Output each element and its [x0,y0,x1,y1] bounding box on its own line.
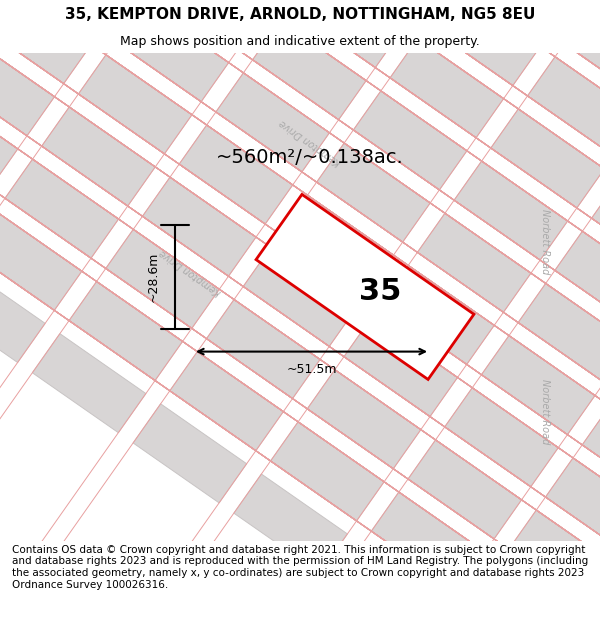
Polygon shape [32,334,146,432]
Polygon shape [481,336,595,434]
Polygon shape [152,0,265,49]
Polygon shape [133,404,247,503]
Polygon shape [170,352,283,451]
Polygon shape [106,229,220,328]
Polygon shape [234,474,347,573]
Polygon shape [206,299,320,399]
Text: Kempton Drive: Kempton Drive [157,247,223,297]
Polygon shape [353,91,467,190]
Polygon shape [518,283,600,382]
Polygon shape [344,318,458,417]
Polygon shape [317,143,430,242]
Polygon shape [115,2,229,102]
Text: Contains OS data © Crown copyright and database right 2021. This information is : Contains OS data © Crown copyright and d… [12,545,588,589]
Polygon shape [436,614,549,625]
Polygon shape [427,0,541,86]
Polygon shape [527,57,600,156]
Polygon shape [555,231,600,330]
Polygon shape [592,179,600,278]
Polygon shape [0,89,18,188]
Polygon shape [509,510,600,609]
Polygon shape [256,194,474,379]
Polygon shape [280,195,394,294]
Polygon shape [390,39,503,138]
Text: ~51.5m: ~51.5m [286,363,337,376]
Text: Norbett Road: Norbett Road [540,379,550,444]
Polygon shape [445,388,558,487]
Polygon shape [307,370,421,469]
Text: Map shows position and indicative extent of the property.: Map shows position and indicative extent… [120,35,480,48]
Polygon shape [0,211,82,311]
Text: ~28.6m: ~28.6m [146,252,160,302]
Polygon shape [179,125,293,224]
Polygon shape [0,37,55,136]
Polygon shape [463,0,577,34]
Polygon shape [5,159,119,258]
Text: Kempton Drive: Kempton Drive [277,118,343,168]
Polygon shape [271,422,384,521]
Polygon shape [491,109,600,208]
Polygon shape [418,213,531,312]
Polygon shape [582,406,600,505]
Text: ~560m²/~0.138ac.: ~560m²/~0.138ac. [216,148,404,167]
Polygon shape [142,177,256,276]
Text: Norbett Road: Norbett Road [540,209,550,275]
Polygon shape [69,281,182,381]
Polygon shape [14,0,128,31]
Polygon shape [545,458,600,557]
Text: 35: 35 [359,278,401,306]
Polygon shape [79,55,192,154]
Polygon shape [289,0,403,68]
Polygon shape [472,562,586,625]
Text: 35, KEMPTON DRIVE, ARNOLD, NOTTINGHAM, NG5 8EU: 35, KEMPTON DRIVE, ARNOLD, NOTTINGHAM, N… [65,8,535,22]
Polygon shape [253,21,366,120]
Polygon shape [42,107,155,206]
Polygon shape [0,0,91,84]
Polygon shape [0,264,45,362]
Polygon shape [335,544,448,625]
Polygon shape [408,440,521,539]
Polygon shape [243,248,357,346]
Polygon shape [326,0,440,16]
Polygon shape [371,492,485,591]
Polygon shape [454,161,568,260]
Polygon shape [564,4,600,104]
Polygon shape [216,73,329,172]
Polygon shape [380,266,494,364]
